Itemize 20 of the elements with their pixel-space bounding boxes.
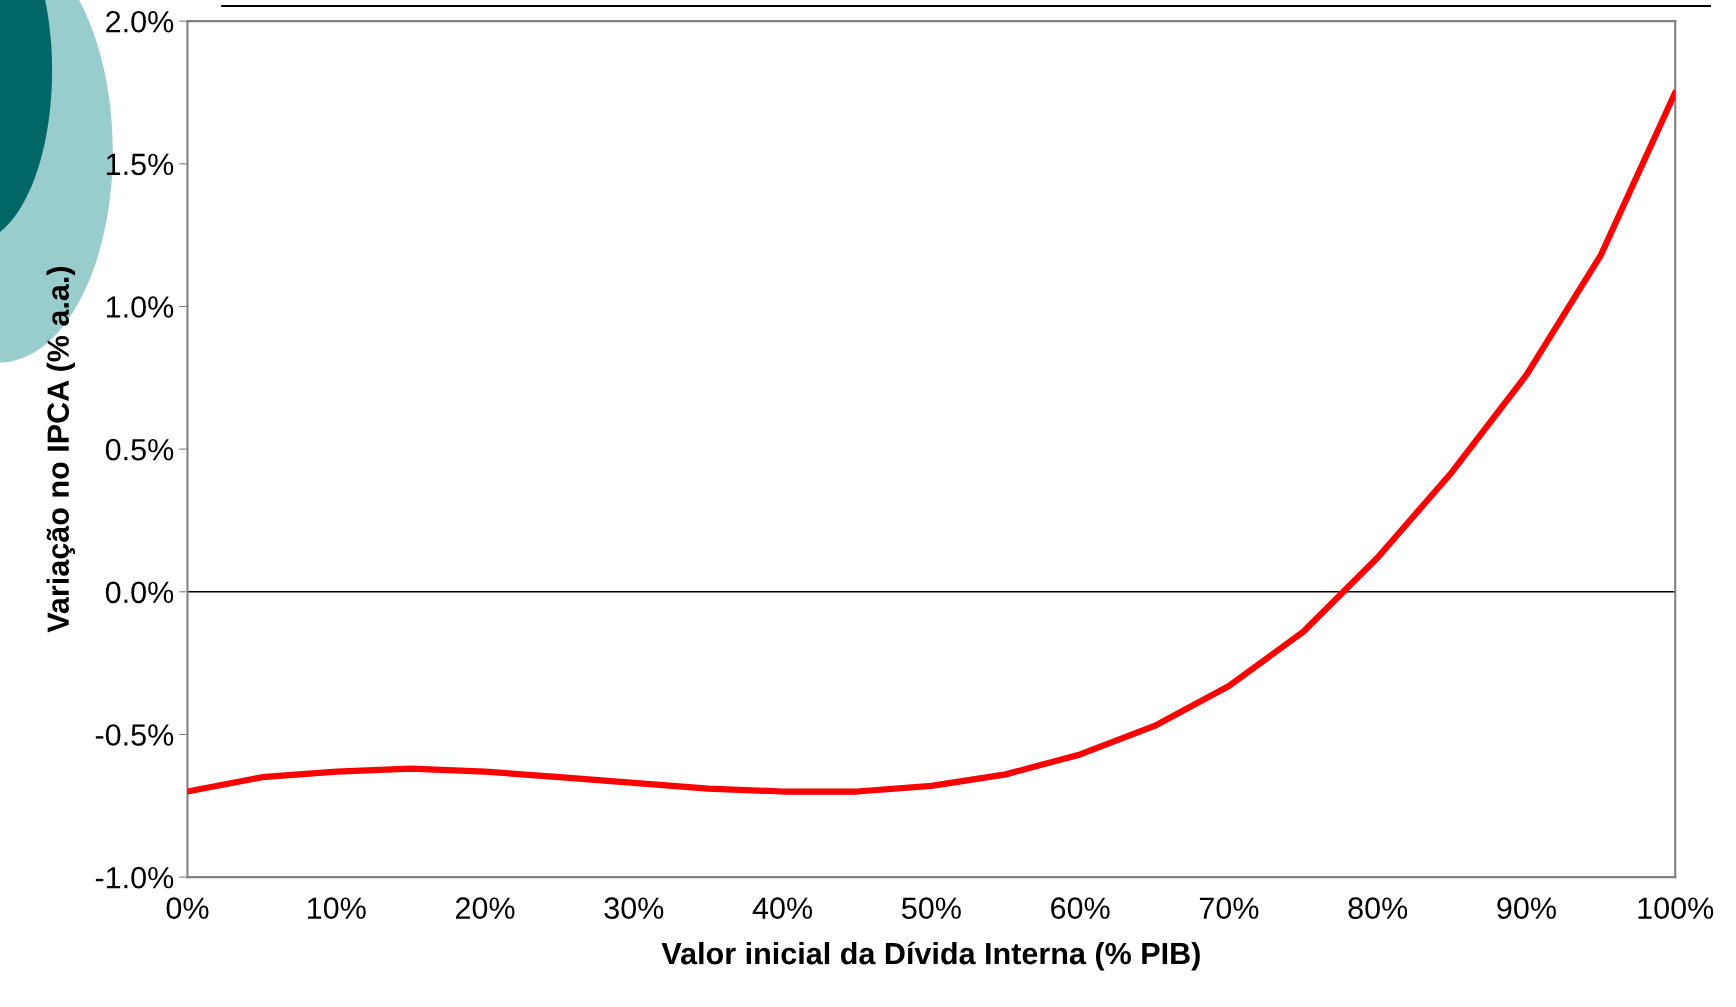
x-tick-label: 50% [902,897,961,919]
x-tick-label: 90% [1497,897,1556,919]
y-tick-label: -0.5% [95,724,174,746]
x-tick-label: 40% [752,897,813,919]
x-tick-label: 60% [1051,897,1110,919]
x-axis-title: Valor inicial da Dívida Interna (% PIB) [661,941,1200,971]
x-tick-label: 10% [308,897,366,919]
x-tick-label: 20% [456,897,515,919]
y-tick-label: 0.5% [105,438,174,461]
x-tick-label: 30% [604,897,664,919]
y-tick-label: 2.0% [106,10,174,33]
y-tick-label: 1.0% [106,296,174,318]
y-tick-label: -1.0% [95,866,174,889]
y-axis-title: Variação no IPCA (% a.a.) [46,266,76,633]
x-tick-label: 80% [1348,897,1408,919]
y-tick-label: 0.0% [105,581,174,604]
x-tick-label: 70% [1199,897,1259,919]
x-tick-label: 100% [1638,897,1714,919]
x-tick-label: 0% [166,897,209,919]
y-tick-label: 1.5% [106,153,174,176]
